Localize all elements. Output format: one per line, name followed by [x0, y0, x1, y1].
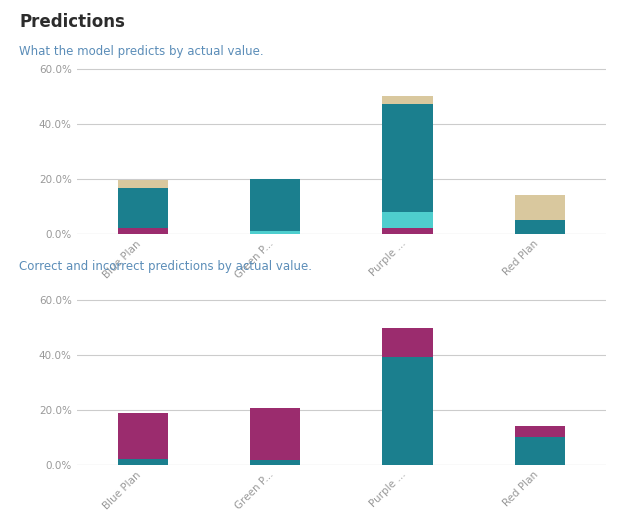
Bar: [382, 212, 433, 228]
Bar: [515, 195, 565, 220]
Bar: [382, 329, 433, 358]
Bar: [250, 408, 300, 460]
Bar: [515, 220, 565, 234]
Bar: [250, 231, 300, 234]
Bar: [117, 228, 168, 234]
Bar: [117, 458, 168, 465]
Text: Predictions: Predictions: [19, 13, 125, 31]
Text: What the model predicts by actual value.: What the model predicts by actual value.: [19, 45, 263, 58]
Bar: [117, 180, 168, 188]
Bar: [250, 460, 300, 465]
Bar: [250, 178, 300, 231]
Bar: [117, 188, 168, 228]
Bar: [382, 96, 433, 104]
Bar: [382, 104, 433, 212]
Bar: [382, 358, 433, 465]
Bar: [515, 437, 565, 465]
Bar: [515, 426, 565, 437]
Bar: [117, 413, 168, 458]
Text: Correct and incorrect predictions by actual value.: Correct and incorrect predictions by act…: [19, 260, 312, 273]
Bar: [382, 228, 433, 234]
